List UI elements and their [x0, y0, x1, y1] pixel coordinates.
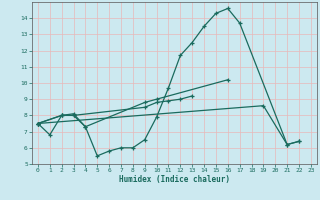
X-axis label: Humidex (Indice chaleur): Humidex (Indice chaleur) — [119, 175, 230, 184]
